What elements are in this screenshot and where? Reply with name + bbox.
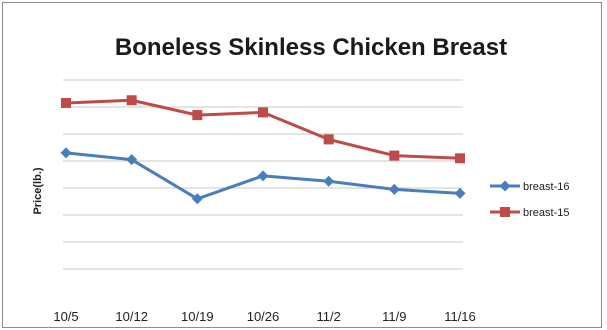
x-tick-label: 11/16 [444, 309, 476, 324]
x-tick-label: 11/2 [316, 309, 340, 324]
legend-item: breast-16 [490, 180, 569, 193]
chart-frame: Boneless Skinless Chicken Breast 10/5 10/… [2, 2, 602, 328]
data-point-marker [499, 180, 511, 192]
legend: breast-16 breast-15 [490, 180, 569, 219]
data-point-marker [455, 153, 465, 164]
series-breast-15 [61, 95, 465, 164]
series-breast-16 [60, 147, 466, 205]
data-point-marker [192, 110, 203, 121]
data-point-marker [258, 107, 268, 118]
chart-title: Boneless Skinless Chicken Breast [115, 34, 507, 61]
legend-label: breast-15 [523, 207, 569, 219]
data-point-marker [61, 97, 71, 108]
legend-item: breast-15 [490, 207, 569, 219]
data-point-marker [323, 175, 335, 187]
data-point-marker [191, 193, 203, 205]
data-point-marker [454, 187, 466, 199]
data-point-marker [388, 183, 400, 195]
x-tick-label: 11/9 [382, 309, 406, 324]
series-lines [60, 95, 466, 205]
data-point-marker [126, 95, 137, 106]
data-point-marker [389, 150, 400, 161]
data-point-marker [500, 207, 510, 217]
data-point-marker [60, 147, 72, 159]
data-point-marker [323, 134, 334, 145]
x-tick-label: 10/19 [181, 309, 214, 324]
legend-label: breast-16 [523, 181, 569, 193]
data-point-marker [126, 154, 138, 166]
y-axis-label: Price(lb.) [32, 167, 44, 214]
x-tick-label: 10/5 [53, 309, 78, 324]
x-tick-label: 10/12 [115, 309, 148, 324]
data-point-marker [257, 170, 269, 182]
x-axis-ticks: 10/5 10/12 10/19 10/26 11/2 11/9 11/16 [53, 309, 475, 324]
line-chart: Boneless Skinless Chicken Breast 10/5 10/… [32, 34, 569, 324]
x-tick-label: 10/26 [247, 309, 280, 324]
